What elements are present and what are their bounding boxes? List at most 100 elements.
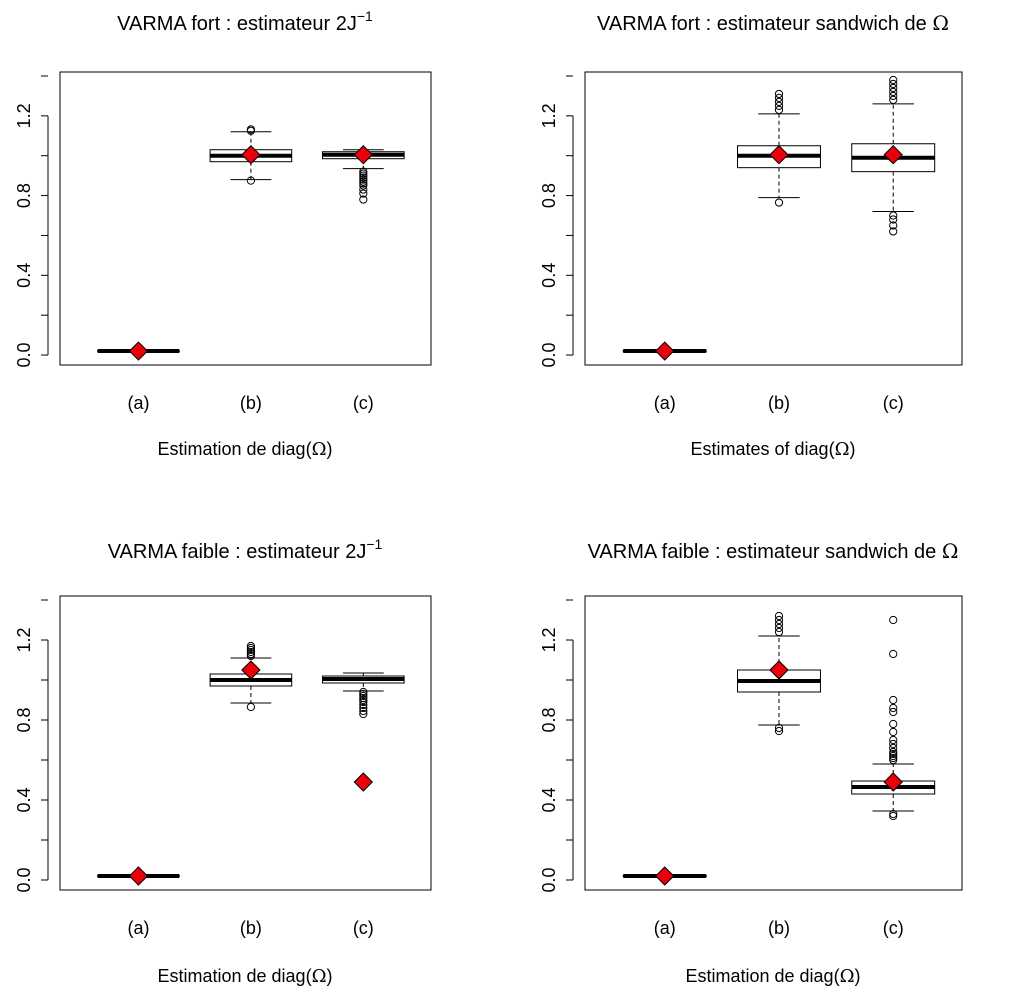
outlier-point bbox=[359, 695, 368, 705]
outlier-point bbox=[359, 167, 368, 176]
mean-marker bbox=[241, 660, 261, 680]
chart-panel-2: VARMA fort : estimateur sandwich de Ω 0.0… bbox=[539, 11, 963, 460]
outlier-point bbox=[359, 177, 368, 186]
y-tick-label: 0.4 bbox=[14, 263, 34, 288]
x-axis-label: Estimation de diag(Ω) bbox=[157, 439, 332, 460]
outlier-point bbox=[889, 739, 898, 749]
mean-marker bbox=[655, 341, 675, 361]
mean-marker bbox=[883, 772, 903, 792]
chart-title: VARMA faible : estimateur 2J−1 bbox=[108, 536, 383, 563]
outlier-point bbox=[774, 726, 784, 736]
x-tick-label: (c) bbox=[353, 918, 374, 938]
outlier-point bbox=[359, 189, 368, 198]
x-axis-label-text: Estimates of diag( bbox=[691, 439, 835, 459]
plot-frame bbox=[584, 71, 963, 366]
outlier-point bbox=[359, 697, 368, 707]
chart-title-text: VARMA faible : estimateur sandwich de bbox=[588, 541, 942, 563]
box-3 bbox=[851, 615, 936, 821]
mean-marker bbox=[655, 866, 675, 886]
box-1 bbox=[97, 341, 180, 361]
outlier-point bbox=[774, 611, 784, 621]
outlier-point bbox=[359, 169, 368, 178]
x-tick-label: (b) bbox=[240, 918, 262, 938]
x-axis-label-symbol: Ω bbox=[835, 439, 850, 460]
x-axis-label: Estimation de diag(Ω) bbox=[157, 966, 332, 987]
outlier-point bbox=[246, 702, 255, 712]
mean-marker bbox=[241, 145, 261, 165]
mean-marker bbox=[769, 145, 789, 165]
chart-title: VARMA faible : estimateur sandwich de Ω bbox=[588, 539, 959, 563]
outlier-point bbox=[889, 221, 898, 230]
x-axis-label-end: ) bbox=[327, 966, 333, 986]
x-axis-label-symbol: Ω bbox=[312, 966, 327, 987]
outlier-point bbox=[889, 95, 898, 105]
outlier-point bbox=[359, 693, 368, 703]
x-tick-label: (b) bbox=[768, 393, 790, 413]
outlier-point bbox=[359, 173, 368, 182]
y-tick-label: 0.8 bbox=[14, 183, 34, 208]
mean-marker bbox=[769, 660, 789, 680]
x-tick-label: (a) bbox=[654, 393, 676, 413]
outlier-point bbox=[889, 727, 898, 737]
x-tick-label: (a) bbox=[654, 918, 676, 938]
y-tick-label: 0.8 bbox=[539, 707, 559, 732]
x-axis-label-end: ) bbox=[855, 966, 861, 986]
outlier-point bbox=[774, 89, 784, 99]
outlier-point bbox=[889, 753, 898, 763]
y-tick-label: 0.0 bbox=[539, 343, 559, 368]
outlier-point bbox=[889, 83, 898, 93]
outlier-point bbox=[359, 175, 368, 184]
outlier-point bbox=[359, 703, 368, 713]
outlier-point bbox=[774, 105, 784, 114]
outlier-point bbox=[889, 735, 898, 745]
chart-title-symbol: Ω bbox=[932, 11, 949, 35]
mean-marker bbox=[128, 341, 149, 361]
outlier-point bbox=[889, 79, 898, 89]
outlier-point bbox=[889, 811, 898, 821]
outlier-point bbox=[246, 651, 255, 661]
y-tick-label: 0.8 bbox=[539, 183, 559, 208]
outlier-point bbox=[359, 171, 368, 180]
outlier-point bbox=[889, 743, 898, 753]
y-tick-label: 0.4 bbox=[539, 263, 559, 288]
outlier-point bbox=[889, 615, 898, 625]
outlier-point bbox=[889, 211, 898, 220]
chart-title-text: VARMA fort : estimateur bbox=[117, 13, 336, 35]
chart-title-superscript: −1 bbox=[366, 536, 382, 552]
x-tick-label: (c) bbox=[353, 393, 374, 413]
x-axis-label-symbol: Ω bbox=[312, 439, 327, 460]
chart-title: VARMA fort : estimateur sandwich de Ω bbox=[597, 11, 949, 35]
outlier-point bbox=[246, 125, 255, 134]
box-3 bbox=[322, 145, 405, 204]
chart-title-superscript: −1 bbox=[357, 8, 373, 24]
y-tick-label: 1.2 bbox=[14, 103, 34, 128]
outlier-point bbox=[889, 703, 898, 713]
x-axis-label-text: Estimation de diag( bbox=[157, 966, 311, 986]
mean-marker bbox=[353, 772, 374, 792]
outlier-point bbox=[359, 195, 368, 204]
y-tick-label: 0.0 bbox=[14, 867, 34, 892]
chart-panel-3: VARMA faible : estimateur 2J−1 0.0 0.4 0.8 1… bbox=[14, 536, 432, 987]
outlier-point bbox=[889, 747, 898, 757]
x-axis-label-symbol: Ω bbox=[840, 966, 855, 987]
outlier-point bbox=[889, 809, 898, 819]
x-tick-label: (a) bbox=[127, 918, 149, 938]
x-axis-label: Estimates of diag(Ω) bbox=[691, 439, 856, 460]
outlier-point bbox=[889, 707, 898, 717]
box-1 bbox=[622, 866, 707, 886]
outlier-point bbox=[889, 751, 898, 761]
x-tick-label: (b) bbox=[240, 393, 262, 413]
box-2 bbox=[209, 125, 293, 185]
outlier-point bbox=[246, 649, 255, 659]
box-1 bbox=[622, 341, 707, 361]
outlier-point bbox=[246, 643, 255, 653]
x-axis-label-text: Estimation de diag( bbox=[157, 439, 311, 459]
y-tick-label: 1.2 bbox=[539, 103, 559, 128]
x-tick-label: (b) bbox=[768, 918, 790, 938]
outlier-point bbox=[774, 723, 784, 733]
outlier-point bbox=[774, 93, 784, 103]
chart-title-symbol: Ω bbox=[942, 539, 959, 563]
chart-title-math: 2J bbox=[345, 541, 366, 563]
mean-marker bbox=[353, 145, 374, 165]
